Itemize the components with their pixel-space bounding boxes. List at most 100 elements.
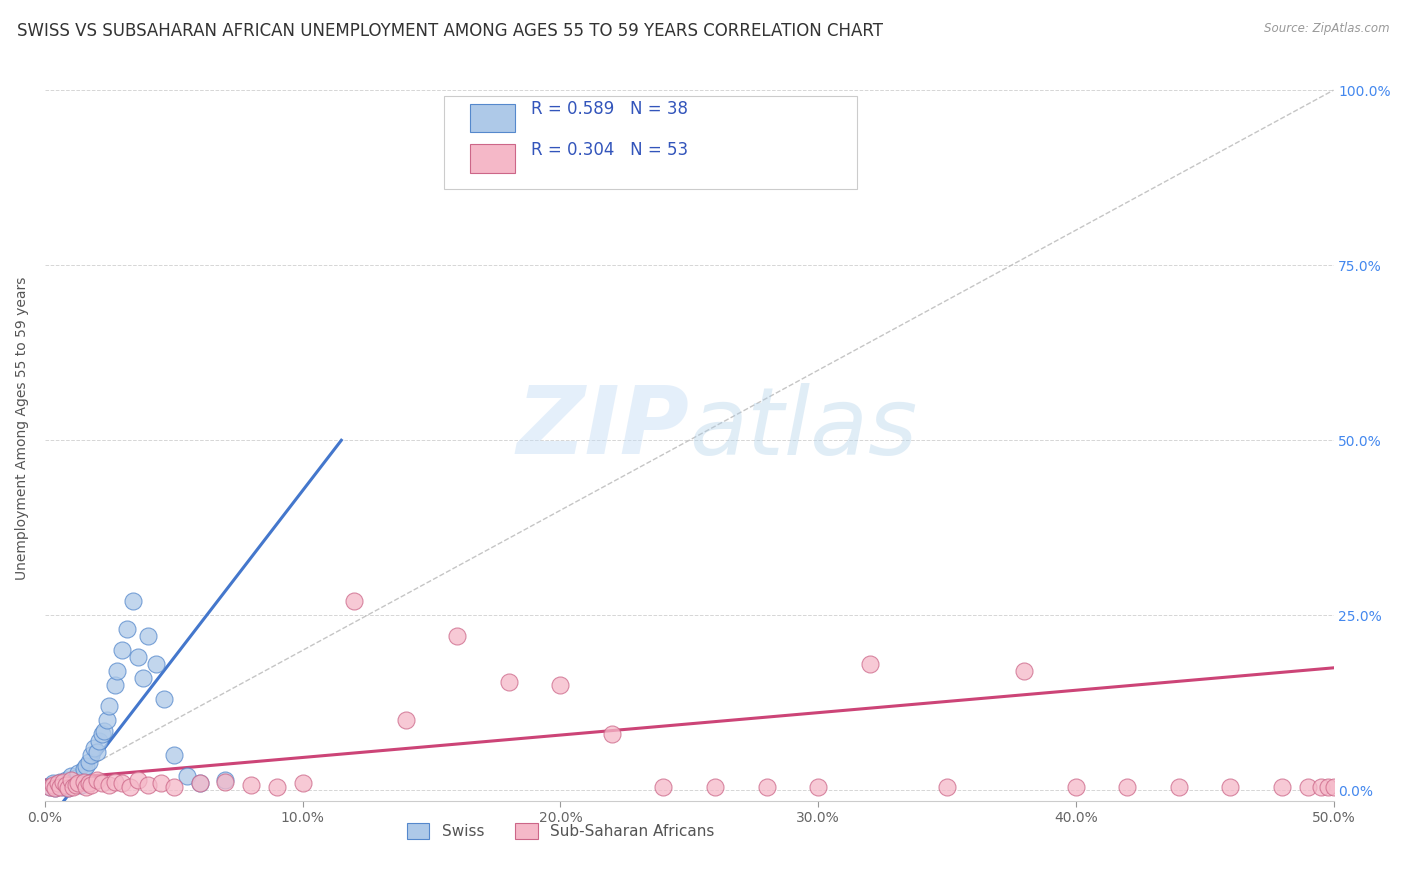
Point [56,781,79,796]
Point [96,714,118,728]
Point [343,594,366,608]
Point [67,765,90,780]
Point [55,772,77,787]
Point [44,781,66,796]
Point [188,776,211,790]
Point [105,665,128,679]
Point [90,776,112,790]
Point [1317,780,1340,794]
Point [188,776,211,790]
Point [41,778,63,792]
Point [44,781,66,796]
Point [52,780,75,794]
Point [77,756,100,770]
Point [75,759,97,773]
Point [1271,780,1294,794]
Point [59,769,82,783]
Legend: Swiss, Sub-Saharan Africans: Swiss, Sub-Saharan Africans [401,817,720,846]
Point [83,741,105,756]
Point [1064,780,1087,794]
Point [67,776,90,790]
Point [859,657,882,672]
Point [49,780,72,794]
Point [266,780,288,794]
Point [90,727,112,741]
Point [103,678,125,692]
Point [111,643,134,657]
Point [86,745,108,759]
Point [46,778,69,792]
Text: R = 0.304   N = 53: R = 0.304 N = 53 [530,141,688,159]
Point [72,763,94,777]
Point [936,780,959,794]
Text: ZIP: ZIP [516,382,689,474]
Point [550,678,572,692]
Point [136,629,159,643]
Point [1309,780,1331,794]
Point [39,780,62,794]
Point [498,674,520,689]
Point [49,775,72,789]
Point [77,776,100,790]
Point [75,780,97,794]
FancyBboxPatch shape [470,145,515,173]
Point [127,772,149,787]
Point [214,772,236,787]
Point [39,780,62,794]
Point [111,776,134,790]
Point [755,780,778,794]
Point [152,692,174,706]
Point [1322,780,1344,794]
Point [65,771,87,785]
Point [1167,780,1189,794]
Point [80,778,103,792]
Point [72,775,94,789]
Point [93,723,115,738]
Point [1219,780,1241,794]
Point [65,778,87,792]
FancyBboxPatch shape [444,96,856,189]
Point [70,778,93,792]
Text: atlas: atlas [689,383,918,474]
Point [80,748,103,763]
Point [103,775,125,789]
Point [240,778,263,792]
Point [652,780,675,794]
Point [86,772,108,787]
Point [118,780,141,794]
Point [214,775,236,789]
Text: SWISS VS SUBSAHARAN AFRICAN UNEMPLOYMENT AMONG AGES 55 TO 59 YEARS CORRELATION C: SWISS VS SUBSAHARAN AFRICAN UNEMPLOYMENT… [17,22,883,40]
Point [62,776,84,790]
Point [163,748,186,763]
Point [136,778,159,792]
Point [56,781,79,796]
Point [132,671,155,685]
Point [1296,780,1319,794]
Point [98,699,121,714]
Point [291,776,314,790]
Point [807,780,830,794]
Point [62,780,84,794]
Point [446,629,468,643]
Point [1116,780,1139,794]
Point [87,734,110,748]
Point [149,776,172,790]
Point [163,780,186,794]
Point [600,727,623,741]
Point [145,657,167,672]
Point [52,775,75,789]
Point [55,778,77,792]
Point [121,594,143,608]
Text: R = 0.589   N = 38: R = 0.589 N = 38 [530,101,688,119]
Point [395,714,418,728]
FancyBboxPatch shape [470,104,515,133]
Point [41,776,63,790]
Text: Source: ZipAtlas.com: Source: ZipAtlas.com [1264,22,1389,36]
Point [176,769,198,783]
Point [117,623,139,637]
Point [46,776,69,790]
Point [704,780,727,794]
Point [59,772,82,787]
Point [127,650,149,665]
Point [98,778,121,792]
